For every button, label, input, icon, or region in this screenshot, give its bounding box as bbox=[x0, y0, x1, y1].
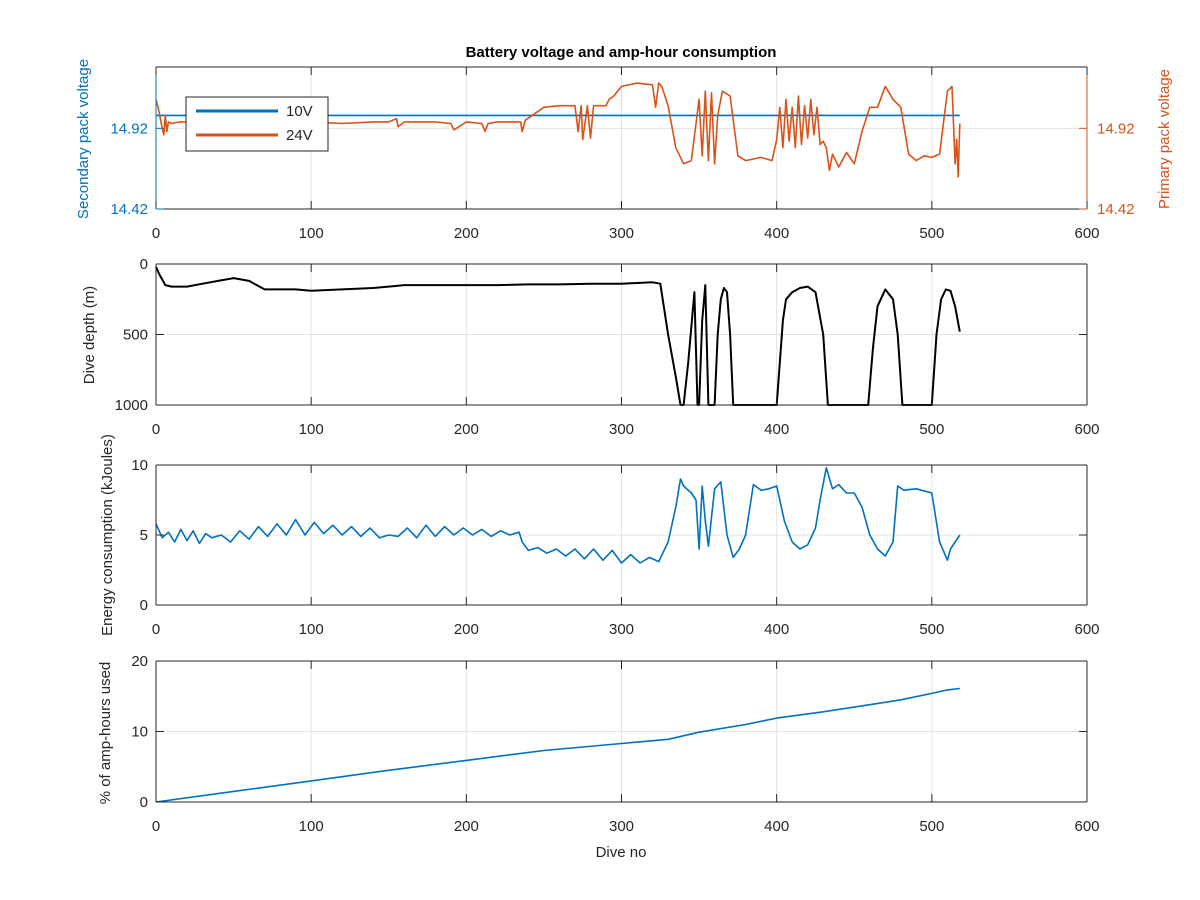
chart-title: Battery voltage and amp-hour consumption bbox=[466, 44, 777, 61]
x-tick-label: 600 bbox=[1074, 621, 1099, 638]
x-tick-label: 200 bbox=[454, 818, 479, 835]
x-tick-label: 400 bbox=[764, 421, 789, 438]
x-tick-label: 200 bbox=[454, 421, 479, 438]
x-tick-label: 0 bbox=[152, 621, 160, 638]
y-tick-label: 0 bbox=[140, 597, 148, 614]
energy-subplot: 0 100 200 300 400 500 600 0 5 10 bbox=[131, 457, 1099, 638]
x-tick-label: 0 bbox=[152, 225, 160, 242]
y-tick-label-right: 14.42 bbox=[1097, 201, 1135, 218]
x-tick-label: 300 bbox=[609, 621, 634, 638]
legend-box bbox=[185, 96, 329, 152]
x-tick-label: 500 bbox=[919, 225, 944, 242]
x-tick-label: 200 bbox=[454, 621, 479, 638]
x-tick-label: 600 bbox=[1074, 818, 1099, 835]
x-tick-label: 300 bbox=[609, 818, 634, 835]
y-axis-label-primary-voltage: Primary pack voltage bbox=[1156, 69, 1173, 209]
x-tick-label: 400 bbox=[764, 818, 789, 835]
x-axis-label-dive-no: Dive no bbox=[596, 844, 647, 861]
y-tick-label: 10 bbox=[131, 724, 148, 741]
x-tick-label: 400 bbox=[764, 621, 789, 638]
x-tick-label: 500 bbox=[919, 621, 944, 638]
x-tick-label: 500 bbox=[919, 818, 944, 835]
series-line-data bbox=[155, 467, 961, 564]
y-tick-label: 5 bbox=[140, 527, 148, 544]
y-axis-label-energy: Energy consumption (kJoules) bbox=[99, 434, 116, 636]
x-tick-label: 100 bbox=[299, 225, 324, 242]
x-tick-label: 300 bbox=[609, 421, 634, 438]
legend: 10V 24V bbox=[185, 96, 329, 152]
y-axis-label-amp-hours: % of amp-hours used bbox=[97, 662, 114, 805]
y-axis-label-depth: Dive depth (m) bbox=[81, 286, 98, 384]
y-tick-label: 1000 bbox=[115, 397, 148, 414]
y-tick-label-right: 14.92 bbox=[1097, 120, 1135, 137]
depth-subplot: 0 100 200 300 400 500 600 0 500 1000 bbox=[115, 256, 1100, 438]
legend-label-10v: 10V bbox=[286, 103, 313, 120]
series-line-data bbox=[155, 687, 960, 803]
x-tick-label: 100 bbox=[299, 818, 324, 835]
x-tick-label: 400 bbox=[764, 225, 789, 242]
x-tick-label: 100 bbox=[299, 621, 324, 638]
amp-hours-subplot: 0 100 200 300 400 500 600 0 10 20 bbox=[131, 653, 1099, 835]
y-tick-label: 14.92 bbox=[110, 120, 148, 137]
y-tick-label: 10 bbox=[131, 457, 148, 474]
x-tick-label: 300 bbox=[609, 225, 634, 242]
y-tick-label: 0 bbox=[140, 794, 148, 811]
legend-label-24v: 24V bbox=[286, 127, 313, 144]
y-axis-label-secondary-voltage: Secondary pack voltage bbox=[75, 59, 92, 219]
y-tick-label: 14.42 bbox=[110, 201, 148, 218]
x-tick-label: 500 bbox=[919, 421, 944, 438]
y-tick-label: 20 bbox=[131, 653, 148, 670]
x-tick-label: 0 bbox=[152, 818, 160, 835]
y-tick-label: 0 bbox=[140, 256, 148, 273]
x-tick-label: 200 bbox=[454, 225, 479, 242]
x-tick-label: 600 bbox=[1074, 421, 1099, 438]
y-tick-label: 500 bbox=[123, 327, 148, 344]
x-tick-label: 600 bbox=[1074, 225, 1099, 242]
x-tick-label: 100 bbox=[299, 421, 324, 438]
x-tick-label: 0 bbox=[152, 421, 160, 438]
